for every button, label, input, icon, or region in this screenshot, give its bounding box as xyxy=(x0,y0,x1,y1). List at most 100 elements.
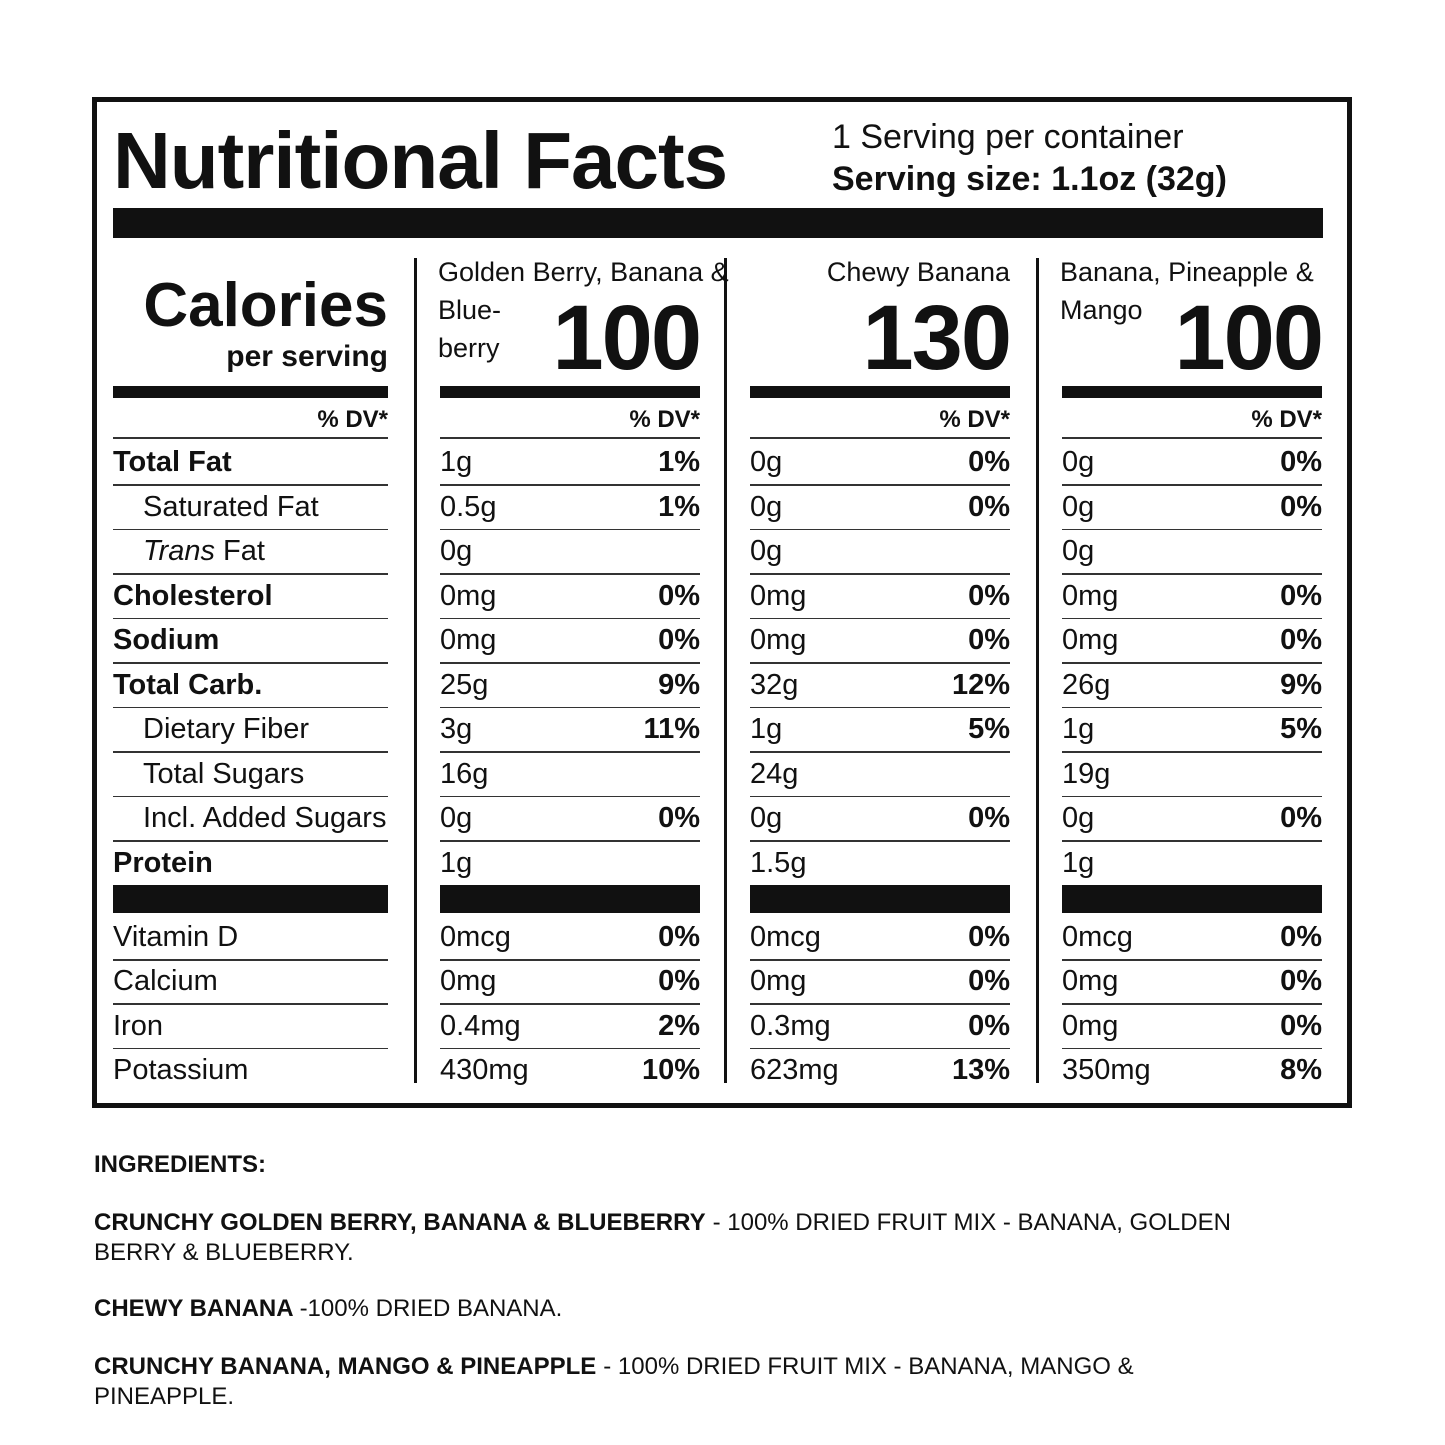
nutrient-name: Saturated Fat xyxy=(143,490,319,523)
rule xyxy=(440,751,700,753)
amount: 0g xyxy=(1062,490,1095,523)
rule xyxy=(440,573,700,575)
nutrient-name: Total Sugars xyxy=(143,757,305,790)
amount: 25g xyxy=(440,668,489,701)
amount: 26g xyxy=(1062,668,1111,701)
amount: 1g xyxy=(440,846,473,879)
rule xyxy=(440,484,700,486)
daily-value: 0% xyxy=(968,921,1010,953)
daily-value: 0% xyxy=(658,624,700,656)
amount: 0.4mg xyxy=(440,1009,521,1042)
dv-header: % DV* xyxy=(939,406,1010,433)
daily-value: 11% xyxy=(643,713,700,745)
nutrient-name-rest: Fat xyxy=(222,535,265,567)
protein-bar xyxy=(1062,885,1322,913)
amount: 0g xyxy=(750,802,783,834)
nutrient-name: Iron xyxy=(113,1009,163,1042)
ingredient-text: - 100% DRIED FRUIT MIX - BANANA, GOLDEN … xyxy=(94,1209,1231,1266)
rule xyxy=(750,840,1010,842)
nutrient-name: Protein xyxy=(113,846,213,879)
ingredient-name: CHEWY BANANA xyxy=(94,1295,294,1322)
amount: 1g xyxy=(1062,713,1095,745)
amount: 0mg xyxy=(440,579,497,612)
thick-bar xyxy=(113,208,1323,238)
product-name: Chewy Banana xyxy=(826,257,1010,287)
rule xyxy=(1062,484,1322,486)
nutrient-name: Total Fat xyxy=(113,446,232,478)
nutrient-name: Potassium xyxy=(113,1054,249,1087)
rule xyxy=(750,795,1010,797)
amount: 0mcg xyxy=(440,921,511,953)
amount: 0mg xyxy=(440,965,497,998)
rule xyxy=(1062,751,1322,753)
amount: 1g xyxy=(750,713,783,745)
protein-bar xyxy=(750,885,1010,913)
column-divider xyxy=(414,258,417,1083)
rule xyxy=(440,528,700,530)
nutrient-name: Dietary Fiber xyxy=(143,713,309,745)
ingredient-name: CRUNCHY BANANA, MANGO & PINEAPPLE xyxy=(94,1353,597,1380)
rule xyxy=(750,706,1010,708)
amount: 19g xyxy=(1062,757,1111,790)
amount: 0g xyxy=(440,535,473,567)
rule xyxy=(113,959,388,961)
amount: 0g xyxy=(750,535,783,567)
rule xyxy=(1062,1047,1322,1050)
amount: 0g xyxy=(750,446,783,478)
daily-value: 0% xyxy=(1280,446,1322,478)
amount: 0.3mg xyxy=(750,1009,831,1042)
label-frame xyxy=(92,97,1352,1108)
amount: 0g xyxy=(750,490,783,523)
ingredient: CRUNCHY BANANA, MANGO & PINEAPPLE - 100% … xyxy=(94,1352,1274,1412)
rule xyxy=(750,484,1010,486)
daily-value: 0% xyxy=(1280,1009,1322,1042)
protein-bar xyxy=(113,885,388,913)
product-name: Blue- xyxy=(438,295,502,325)
daily-value: 13% xyxy=(951,1054,1010,1087)
daily-value: 1% xyxy=(658,490,700,523)
amount: 0mg xyxy=(750,965,807,998)
daily-value: 0% xyxy=(1280,921,1322,953)
rule xyxy=(113,795,388,797)
amount: 16g xyxy=(440,757,489,790)
rule xyxy=(750,662,1010,664)
rule xyxy=(113,484,388,486)
rule xyxy=(113,617,388,619)
daily-value: 0% xyxy=(1280,624,1322,656)
amount: 24g xyxy=(750,757,799,790)
rule xyxy=(113,840,388,842)
rule xyxy=(440,959,700,961)
daily-value: 0% xyxy=(968,446,1010,478)
serving-size: Serving size: 1.1oz (32g) xyxy=(832,160,1227,198)
daily-value: 0% xyxy=(968,802,1010,834)
rule xyxy=(1062,528,1322,530)
amount: 0mg xyxy=(1062,965,1119,998)
rule xyxy=(440,662,700,664)
daily-value: 0% xyxy=(658,921,700,953)
product-name: Banana, Pineapple & xyxy=(1060,257,1314,287)
column-divider xyxy=(1036,258,1039,1083)
rule xyxy=(113,1047,388,1050)
protein-bar xyxy=(440,885,700,913)
product-name: Mango xyxy=(1060,295,1143,325)
rule xyxy=(1062,840,1322,842)
rule xyxy=(113,751,388,753)
section-bar xyxy=(1062,386,1322,398)
amount: 1g xyxy=(440,446,473,478)
amount: 0mg xyxy=(750,579,807,612)
rule xyxy=(1062,1003,1322,1005)
daily-value: 0% xyxy=(658,579,700,612)
calories-sublabel: per serving xyxy=(226,340,388,373)
dv-header: % DV* xyxy=(1251,406,1322,433)
rule xyxy=(113,706,388,708)
amount: 0g xyxy=(1062,446,1095,478)
section-bar xyxy=(440,386,700,398)
daily-value: 0% xyxy=(968,624,1010,656)
daily-value: 10% xyxy=(641,1054,700,1087)
amount: 0g xyxy=(1062,535,1095,567)
daily-value: 12% xyxy=(951,668,1010,701)
daily-value: 5% xyxy=(968,713,1010,745)
calories-value: 100 xyxy=(552,287,702,389)
amount: 0g xyxy=(440,802,473,834)
